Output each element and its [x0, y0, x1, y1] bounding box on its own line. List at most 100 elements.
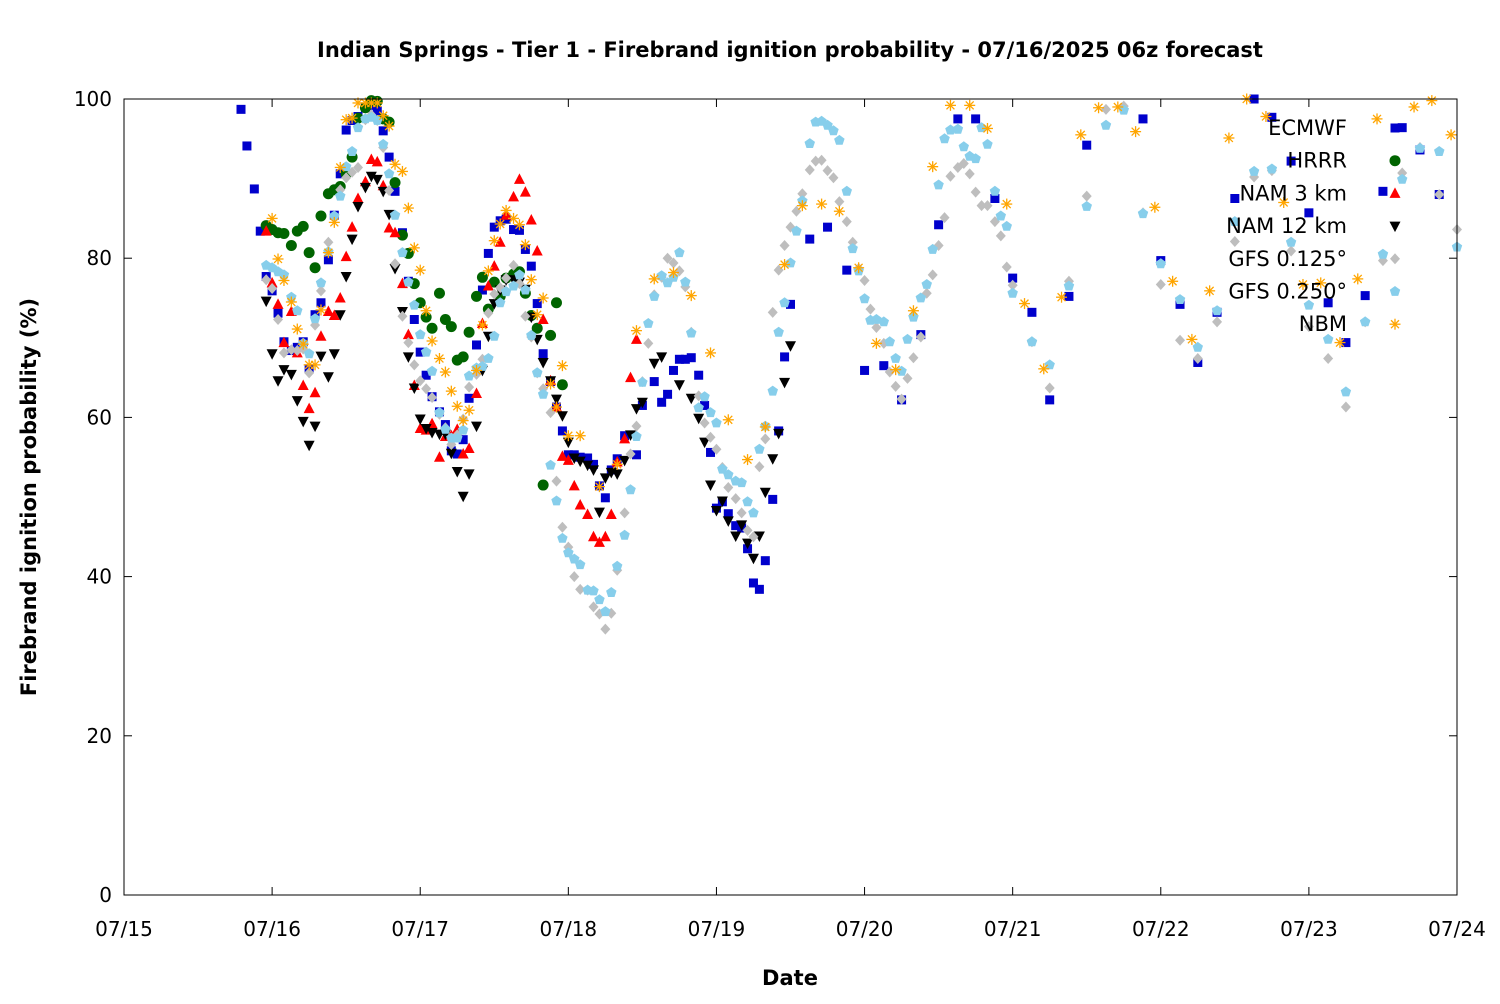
- x-axis-label: Date: [762, 966, 818, 990]
- data-point-gfs-0-125: [779, 239, 790, 251]
- data-point-gfs-0-250: [970, 153, 981, 164]
- data-point-ecmwf: [483, 248, 493, 258]
- data-point-nbm: [389, 158, 401, 170]
- data-point-nam-12-km: [451, 467, 463, 478]
- data-point-nam-12-km: [722, 516, 734, 527]
- data-point-nam-12-km: [648, 358, 660, 370]
- data-point-gfs-0-250: [594, 594, 605, 605]
- data-point-nam-3-km: [599, 530, 611, 542]
- data-point-gfs-0-125: [742, 524, 753, 536]
- data-point-ecmwf: [464, 393, 474, 403]
- y-tick-label: 40: [87, 565, 112, 589]
- data-point-gfs-0-125: [816, 154, 827, 166]
- data-point-nbm: [907, 305, 919, 317]
- data-point-nam-3-km: [352, 192, 364, 203]
- data-point-ecmwf: [236, 104, 246, 114]
- data-point-nbm: [519, 239, 531, 251]
- data-point-ecmwf: [1064, 291, 1074, 301]
- data-point-nbm: [315, 304, 327, 316]
- data-point-nam-12-km: [550, 394, 562, 406]
- data-point-gfs-0-125: [569, 571, 580, 583]
- data-point-nam-12-km: [471, 421, 483, 433]
- data-point-gfs-0-125: [804, 164, 815, 176]
- data-point-gfs-0-250: [315, 277, 327, 288]
- data-point-gfs-0-125: [1100, 103, 1111, 115]
- data-point-nbm: [1371, 113, 1383, 125]
- data-point-ecmwf: [514, 225, 524, 235]
- data-point-gfs-0-125: [278, 347, 289, 359]
- data-point-gfs-0-125: [711, 443, 722, 455]
- data-point-nbm: [593, 481, 605, 493]
- data-point-gfs-0-125: [754, 461, 765, 473]
- data-point-gfs-0-125: [939, 212, 950, 224]
- data-point-nbm: [964, 99, 976, 111]
- data-point-gfs-0-250: [686, 327, 697, 338]
- data-point-ecmwf: [335, 169, 345, 179]
- legend-marker-hrrr: [1389, 155, 1401, 167]
- data-point-gfs-0-250: [915, 292, 927, 303]
- data-point-nam-12-km: [359, 182, 371, 194]
- data-point-gfs-0-250: [643, 318, 654, 328]
- data-point-ecmwf: [1397, 123, 1407, 133]
- data-point-nbm: [402, 202, 414, 214]
- y-tick-label: 100: [74, 87, 112, 111]
- data-point-nam-3-km: [519, 186, 531, 197]
- legend-marker-nam-3-km: [1389, 187, 1401, 198]
- data-point-hrrr: [445, 321, 457, 333]
- data-point-ecmwf: [1378, 186, 1388, 196]
- data-point-nbm: [981, 122, 993, 134]
- data-point-gfs-0-250: [1414, 142, 1426, 153]
- data-point-ecmwf: [509, 225, 519, 235]
- data-point-nbm: [328, 216, 340, 228]
- data-point-gfs-0-250: [278, 269, 290, 280]
- data-point-nbm: [1186, 333, 1198, 345]
- data-point-nbm: [433, 352, 445, 364]
- chart-title: Indian Springs - Tier 1 - Firebrand igni…: [317, 38, 1263, 62]
- data-point-nam-3-km: [365, 153, 377, 164]
- data-point-gfs-0-250: [619, 529, 630, 540]
- data-point-gfs-0-250: [958, 141, 969, 152]
- data-point-nam-3-km: [605, 508, 617, 520]
- data-point-gfs-0-250: [514, 269, 525, 280]
- data-point-gfs-0-250: [748, 507, 759, 518]
- data-point-gfs-0-125: [1192, 352, 1203, 364]
- data-point-ecmwf: [1267, 112, 1277, 122]
- data-point-gfs-0-250: [767, 385, 778, 396]
- data-point-gfs-0-125: [1155, 278, 1166, 290]
- data-point-nbm: [408, 242, 420, 254]
- data-point-nbm: [285, 296, 297, 308]
- data-point-gfs-0-250: [779, 297, 790, 308]
- data-point-gfs-0-250: [557, 532, 568, 543]
- data-point-gfs-0-125: [908, 352, 919, 364]
- data-point-ecmwf: [415, 347, 425, 357]
- data-point-ecmwf: [657, 397, 667, 407]
- data-point-gfs-0-125: [619, 507, 630, 519]
- data-point-ecmwf: [538, 349, 548, 359]
- data-point-nam-12-km: [556, 411, 568, 422]
- data-point-nbm: [309, 359, 321, 371]
- data-point-hrrr: [550, 297, 562, 309]
- plot-area: [236, 93, 1463, 635]
- data-point-nbm: [1223, 132, 1235, 144]
- data-point-nbm: [291, 323, 303, 335]
- data-point-gfs-0-125: [600, 623, 611, 635]
- data-point-hrrr: [457, 351, 469, 363]
- data-point-gfs-0-125: [896, 393, 907, 405]
- data-point-ecmwf: [421, 370, 431, 380]
- data-point-gfs-0-125: [767, 306, 778, 318]
- data-point-gfs-0-125: [261, 274, 272, 286]
- data-point-hrrr: [531, 322, 543, 334]
- data-point-gfs-0-125: [736, 507, 747, 519]
- data-point-ecmwf: [631, 450, 641, 460]
- data-point-nam-12-km: [716, 496, 728, 507]
- data-point-gfs-0-250: [871, 314, 882, 324]
- data-point-nam-12-km: [685, 393, 697, 405]
- data-point-nbm: [1445, 129, 1457, 141]
- data-point-ecmwf: [600, 493, 610, 503]
- data-point-gfs-0-250: [1155, 258, 1166, 269]
- data-point-nbm: [853, 262, 865, 274]
- x-tick-label: 07/17: [391, 917, 449, 941]
- data-point-nam-12-km: [656, 352, 668, 363]
- data-point-gfs-0-250: [1007, 287, 1018, 298]
- data-point-gfs-0-250: [1434, 146, 1445, 156]
